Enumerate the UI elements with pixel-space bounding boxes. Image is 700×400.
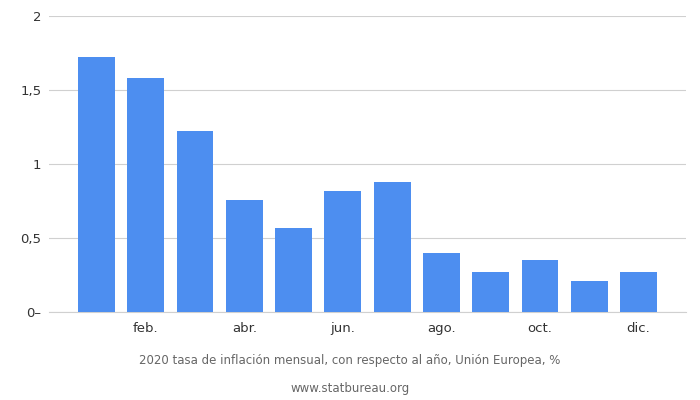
- Text: 2020 tasa de inflación mensual, con respecto al año, Unión Europea, %: 2020 tasa de inflación mensual, con resp…: [139, 354, 561, 367]
- Bar: [620, 272, 657, 312]
- Bar: [473, 272, 509, 312]
- Bar: [570, 281, 608, 312]
- Text: www.statbureau.org: www.statbureau.org: [290, 382, 410, 395]
- Bar: [78, 58, 115, 312]
- Bar: [423, 253, 460, 312]
- Bar: [324, 191, 361, 312]
- Bar: [176, 132, 214, 312]
- Bar: [522, 260, 559, 312]
- Bar: [127, 78, 164, 312]
- Bar: [374, 182, 411, 312]
- Bar: [226, 200, 262, 312]
- Bar: [275, 228, 312, 312]
